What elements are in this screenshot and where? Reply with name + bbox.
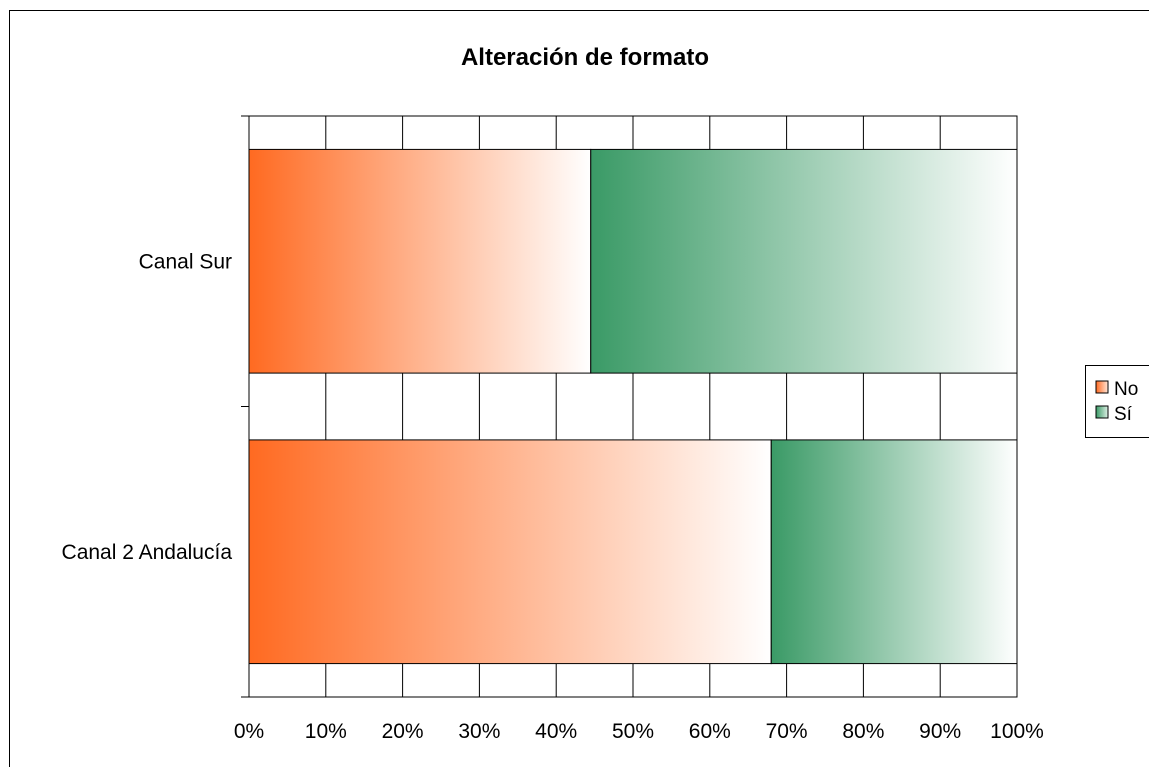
bar-si-canal-2-andalucia [771, 440, 1017, 664]
x-tick-label: 70% [766, 720, 808, 743]
x-tick-label: 90% [919, 720, 961, 743]
legend-label-no: No [1114, 379, 1138, 400]
legend-swatch-si [1096, 406, 1108, 418]
chart-title: Alteración de formato [461, 44, 709, 71]
legend-box [1086, 366, 1149, 438]
x-tick-label: 50% [612, 720, 654, 743]
legend-swatch-no [1096, 381, 1108, 393]
x-tick-label: 80% [842, 720, 884, 743]
x-tick-label: 0% [234, 720, 264, 743]
bar-no-canal-sur [249, 149, 591, 373]
x-tick-label: 20% [382, 720, 424, 743]
legend: No Sí [1086, 366, 1149, 438]
x-tick-label: 10% [305, 720, 347, 743]
x-tick-label: 40% [535, 720, 577, 743]
bar-si-canal-sur [591, 149, 1017, 373]
y-tick-label: Canal 2 Andalucía [62, 541, 233, 564]
x-tick-label: 100% [990, 720, 1044, 743]
x-tick-label: 60% [689, 720, 731, 743]
y-tick-label: Canal Sur [139, 250, 232, 273]
bar-no-canal-2-andalucia [249, 440, 771, 664]
legend-label-si: Sí [1114, 404, 1133, 425]
x-tick-label: 30% [458, 720, 500, 743]
